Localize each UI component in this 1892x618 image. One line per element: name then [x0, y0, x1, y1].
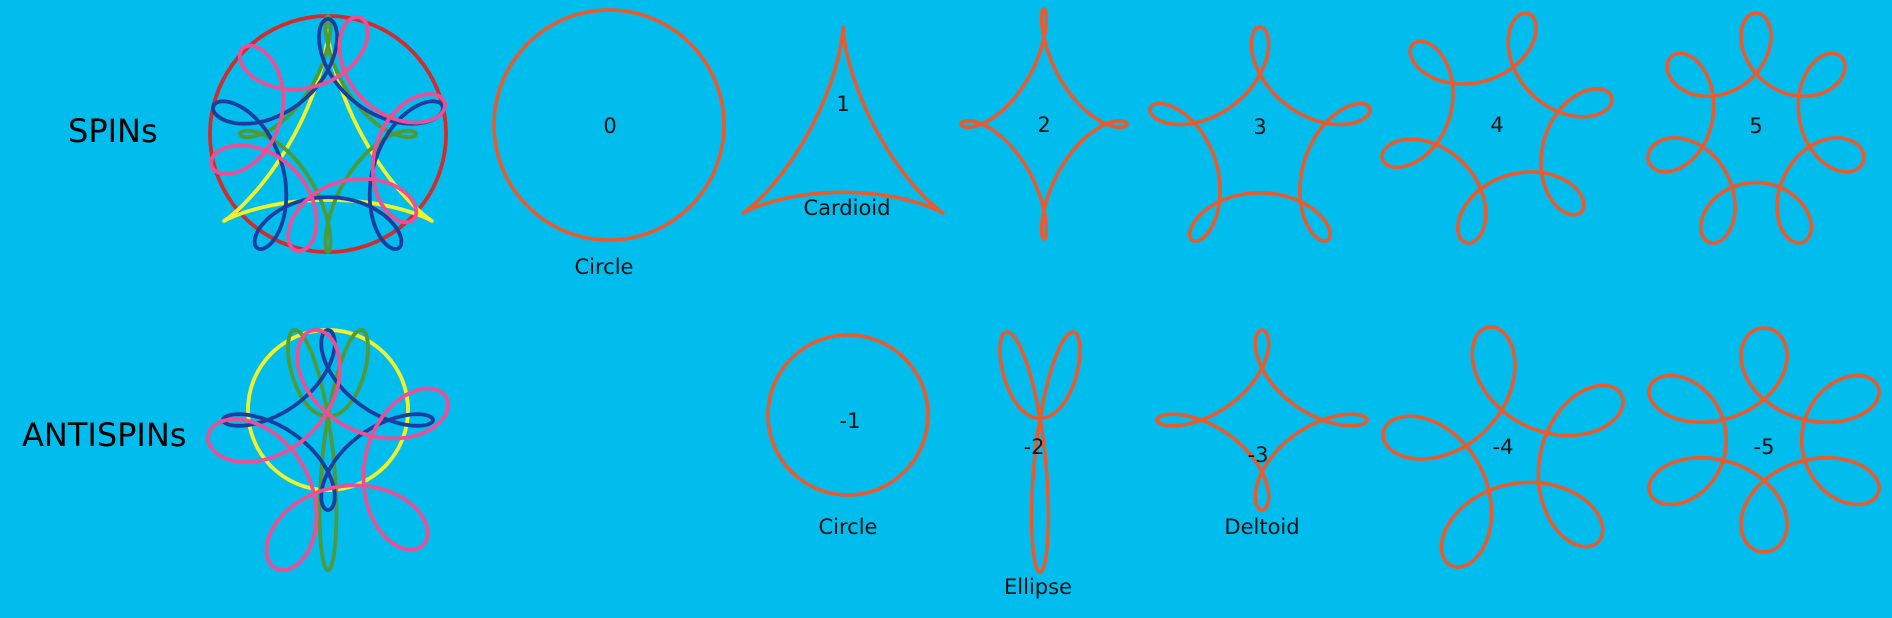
antispin-number-minus-4: -4 — [1493, 435, 1514, 459]
spin-number-3: 3 — [1253, 115, 1266, 139]
antispin-number-minus-1: -1 — [840, 409, 861, 433]
antispin-number-minus-2: -2 — [1024, 435, 1045, 459]
curve-path — [959, 7, 1129, 241]
spin-curve-0: 0 Circle — [492, 8, 726, 279]
spin-number-5: 5 — [1749, 114, 1762, 138]
antispin-number-minus-3: -3 — [1248, 443, 1269, 467]
combo-antispin-deltoid — [221, 328, 435, 512]
combo-antispin-4 — [206, 328, 450, 572]
spin-curve-3: 3 — [1148, 25, 1372, 243]
row-label-spins: SPINs — [68, 112, 158, 150]
spin-curve-4: 4 — [1380, 11, 1614, 245]
curve-path — [998, 330, 1082, 574]
spin-number-4: 4 — [1490, 113, 1503, 137]
antispin-curve-minus-3: -3 Deltoid — [1155, 328, 1369, 539]
antispin-name-minus-1: Circle — [819, 515, 878, 539]
antispin-number-minus-5: -5 — [1754, 435, 1775, 459]
antispin-curve-minus-5: -5 — [1647, 326, 1881, 554]
curve-path — [1380, 11, 1614, 245]
spin-number-1: 1 — [836, 92, 849, 116]
antispin-name-minus-2: Ellipse — [1004, 575, 1072, 599]
curve-path — [1646, 11, 1866, 245]
combo-spin-cardioid — [222, 29, 434, 223]
curve-path — [766, 333, 930, 497]
spin-name-0: Circle — [575, 255, 634, 279]
spin-name-1: Cardioid — [804, 196, 891, 220]
antispin-curve-minus-4: -4 — [1381, 325, 1625, 569]
combo-spin-3 — [211, 17, 445, 251]
spin-number-0: 0 — [603, 114, 616, 138]
curve-path — [1647, 326, 1881, 554]
spin-number-2: 2 — [1037, 113, 1050, 137]
curve-path — [1155, 328, 1369, 512]
curve-path — [492, 8, 726, 242]
row-label-antispins: ANTISPINs — [22, 416, 186, 454]
spin-curve-1: 1 Cardioid — [741, 25, 945, 220]
spin-curve-2: 2 — [959, 7, 1129, 241]
curve-path — [1148, 25, 1372, 243]
curve-path — [741, 25, 945, 215]
antispin-curve-minus-1: -1 Circle — [766, 333, 930, 539]
combined-antispins-figure — [206, 328, 450, 572]
combo-spin-circle — [208, 14, 448, 254]
spin-curve-5: 5 — [1646, 11, 1866, 245]
combined-spins-figure — [208, 14, 448, 254]
curve-path — [1381, 325, 1625, 569]
combo-spin-4 — [209, 15, 447, 253]
antispin-name-minus-3: Deltoid — [1224, 515, 1299, 539]
antispin-curve-minus-2: -2 Ellipse — [998, 330, 1082, 599]
